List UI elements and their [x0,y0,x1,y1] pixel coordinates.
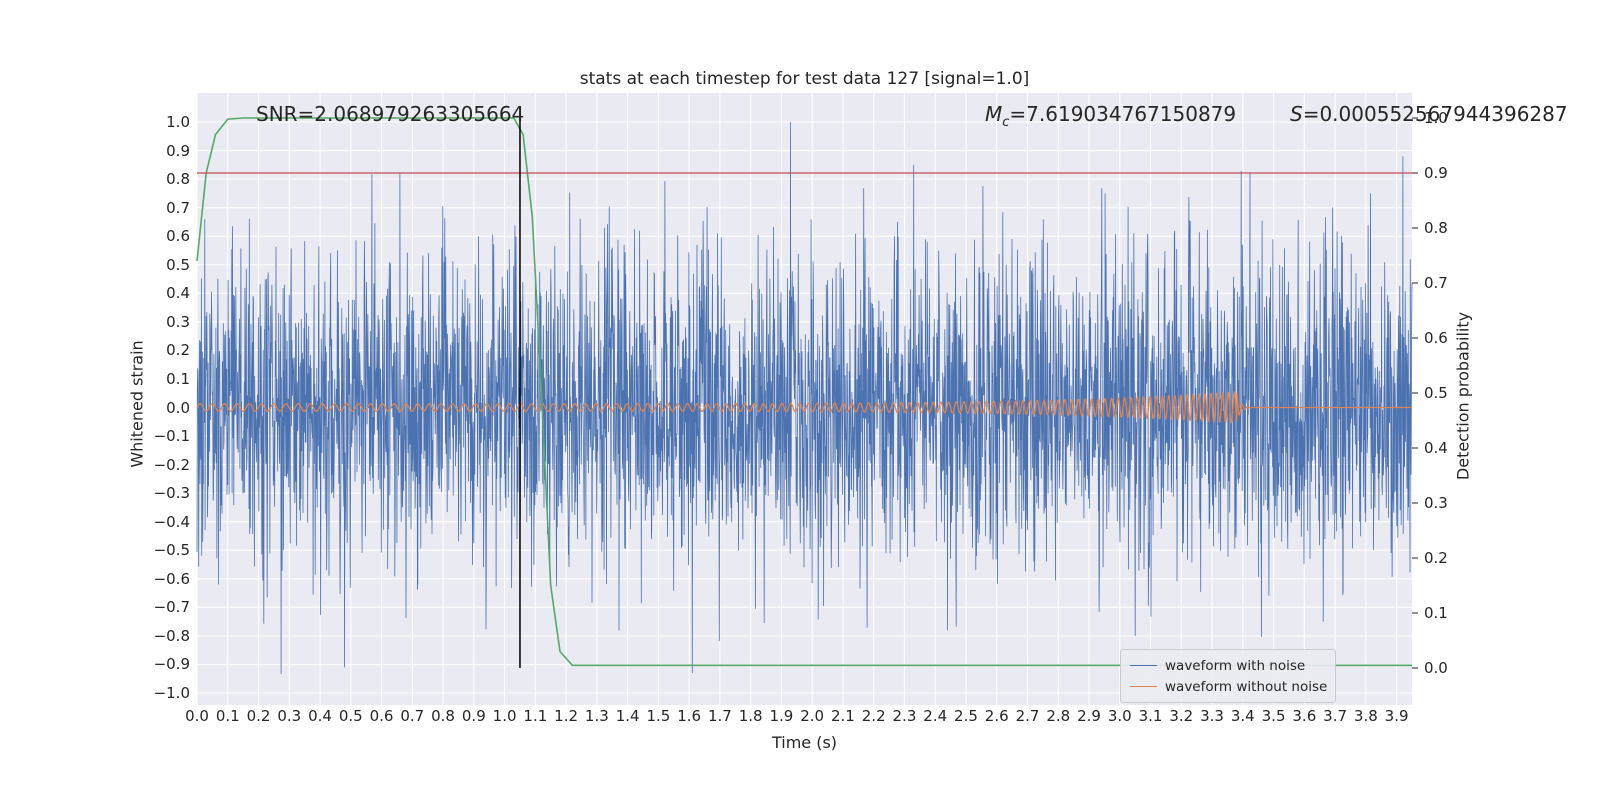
x-tick-label: 0.7 [400,707,425,725]
left-y-tick-label: −0.7 [153,598,190,617]
x-tick-label: 2.4 [923,707,948,725]
left-y-tick-label: −0.1 [153,427,190,446]
x-tick-label: 0.6 [369,707,394,725]
left-y-tick-label: −1.0 [153,684,190,702]
right-y-tick-label: 0.5 [1424,384,1448,402]
chirp-mass-symbol: M [985,102,1003,126]
left-y-tick-label: −0.5 [153,541,190,560]
left-y-tick-label: 0.1 [166,369,190,388]
series-waveform-with-noise [196,121,1413,675]
x-tick-label: 1.9 [769,707,794,725]
x-tick-label: 1.5 [646,707,671,725]
x-tick-label: 0.5 [338,707,363,725]
legend-label: waveform with noise [1165,657,1306,674]
left-y-tick-label: −0.3 [153,484,190,503]
x-tick-label: 1.2 [554,707,579,725]
left-y-tick-label: −0.6 [153,569,190,588]
left-y-tick-label: 0.2 [166,341,190,360]
x-tick-label: 2.6 [984,707,1009,725]
x-tick-label: 1.7 [707,707,732,725]
x-tick-label: 0.3 [277,707,302,725]
legend-line-sample-orange [1130,686,1157,687]
left-y-tick-label: 1.0 [166,113,190,131]
left-y-tick-label: 0.0 [166,398,190,417]
snr-text: SNR=2.068979263305664 [256,102,525,126]
x-tick-label: 2.7 [1015,707,1040,725]
x-tick-label: 1.1 [523,707,548,725]
x-tick-label: 1.3 [584,707,609,725]
left-y-tick-label: 0.4 [166,284,190,303]
chirp-mass-annotation: Mc=7.619034767150879 [985,102,1236,130]
right-y-tick-label: 0.3 [1424,494,1448,512]
right-y-tick-label: 0.8 [1424,219,1448,237]
s-statistic-value: =0.000552567944396287 [1302,102,1568,126]
s-statistic-symbol: S [1290,102,1303,126]
right-y-tick-label: 0.0 [1424,659,1448,677]
s-statistic-annotation: S=0.000552567944396287 [1290,102,1568,126]
x-tick-label: 3.2 [1169,707,1194,725]
left-y-tick-label: −0.2 [153,455,190,474]
x-tick-label: 0.0 [185,707,209,725]
chirp-mass-subscript: c [1002,115,1010,130]
right-y-tick-label: 0.2 [1424,549,1448,567]
x-tick-label: 0.1 [215,707,240,725]
x-tick-label: 2.9 [1077,707,1101,725]
left-y-tick-label: 0.8 [166,170,190,189]
x-tick-label: 3.5 [1261,707,1286,725]
x-tick-label: 2.1 [831,707,855,725]
right-y-axis-label: Detection probability [1453,311,1473,481]
x-tick-label: 0.2 [246,707,271,725]
right-y-tick-label: 0.4 [1424,439,1448,457]
x-tick-label: 3.7 [1323,707,1348,725]
x-tick-label: 0.8 [431,707,455,725]
legend-line-sample-blue [1130,665,1157,666]
x-tick-label: 0.4 [308,707,332,725]
left-y-tick-label: 0.6 [166,227,190,246]
left-y-tick-label: 0.5 [166,255,190,274]
left-y-tick-label: −0.4 [153,512,190,531]
left-y-tick-label: 0.9 [166,141,190,160]
right-y-tick-label: 0.9 [1424,164,1448,182]
left-y-tick-label: −0.8 [153,626,190,645]
x-tick-label: 1.0 [492,707,517,725]
legend-item-waveform-without-noise: waveform without noise [1130,676,1328,697]
x-tick-label: 3.4 [1230,707,1255,725]
x-tick-label: 1.6 [677,707,702,725]
x-tick-label: 3.9 [1384,707,1409,725]
right-y-tick-label: 0.1 [1424,604,1448,622]
x-tick-label: 2.8 [1046,707,1071,725]
x-tick-label: 3.8 [1353,707,1378,725]
right-y-tick-label: 1.0 [1424,109,1448,127]
x-tick-label: 1.4 [615,707,640,725]
x-tick-label: 3.3 [1200,707,1224,725]
x-tick-label: 2.2 [861,707,886,725]
series-waveform-without-noise [196,391,1412,424]
x-tick-label: 3.1 [1138,707,1163,725]
x-tick-label: 2.3 [892,707,917,725]
x-tick-label: 0.9 [461,707,486,725]
chirp-mass-value: =7.619034767150879 [1009,102,1237,126]
series-detection-probability [196,117,1412,667]
left-y-tick-label: 0.3 [166,312,190,331]
left-y-tick-label: −0.9 [153,655,190,674]
x-axis-label: Time (s) [771,733,838,752]
x-tick-label: 1.8 [738,707,763,725]
right-y-tick-label: 0.6 [1424,329,1448,347]
legend-label: waveform without noise [1165,678,1328,695]
x-tick-label: 2.0 [800,707,825,725]
x-tick-label: 2.5 [954,707,978,725]
left-y-tick-label: 0.7 [166,198,190,217]
x-tick-label: 3.6 [1292,707,1317,725]
snr-annotation: SNR=2.068979263305664 [256,102,524,126]
legend-item-waveform-with-noise: waveform with noise [1130,655,1326,676]
legend: waveform with noise waveform without noi… [1120,649,1336,703]
x-tick-label: 3.0 [1107,707,1132,725]
chart-title: stats at each timestep for test data 127… [579,69,1030,89]
right-y-tick-label: 0.7 [1424,274,1448,292]
